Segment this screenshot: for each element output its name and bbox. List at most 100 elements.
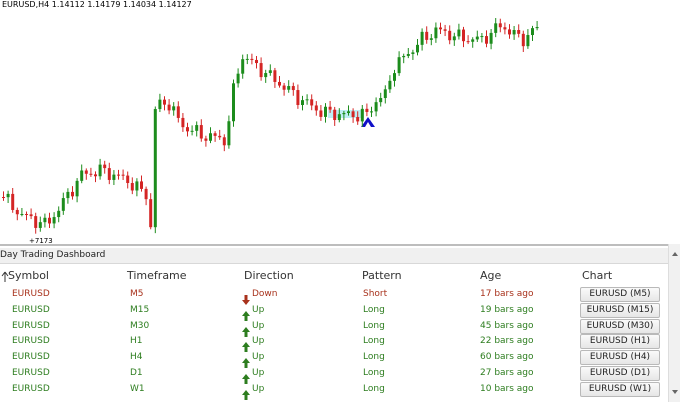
candle-body: [107, 168, 111, 180]
candle-body: [383, 89, 387, 99]
candle-body: [531, 28, 534, 36]
direction-icon: [242, 337, 250, 356]
direction-icon: [242, 306, 250, 325]
candle-body: [512, 30, 516, 35]
candle-body: [462, 29, 465, 42]
candle-body: [365, 108, 369, 112]
candle-body: [535, 27, 539, 29]
pattern: Short: [363, 289, 388, 299]
candle-body: [264, 73, 268, 78]
age: 27 bars ago: [480, 368, 534, 378]
candle-body: [393, 73, 396, 81]
candle-body: [296, 90, 300, 106]
candle-body: [89, 173, 93, 175]
scroll-arrows: [672, 252, 678, 394]
candle-body: [448, 30, 452, 41]
candle-body: [218, 135, 222, 138]
symbol: EURUSD: [12, 352, 50, 363]
column-header[interactable]: Symbol: [8, 269, 49, 282]
age: 19 bars ago: [480, 304, 534, 315]
age: 17 bars ago: [480, 289, 534, 299]
candle-body: [236, 73, 240, 84]
column-header[interactable]: Chart: [582, 269, 613, 282]
direction-icon: [242, 290, 250, 309]
candle-body: [388, 80, 392, 90]
symbol: EURUSD: [12, 336, 50, 347]
timeframe: H4: [130, 352, 143, 363]
price-chart: [2, 18, 539, 234]
timeframe: H1: [130, 336, 143, 347]
sort-icon: [1, 268, 9, 287]
chart-button[interactable]: EURUSD (D1): [580, 366, 660, 381]
candle-body: [209, 133, 212, 141]
candle-body: [420, 31, 424, 45]
candle-body: [508, 29, 511, 35]
dashboard-title: Day Trading Dashboard: [0, 248, 668, 264]
pattern: Long: [363, 336, 385, 347]
chart-button[interactable]: EURUSD (H4): [580, 350, 660, 366]
column-header[interactable]: Age: [480, 269, 502, 282]
candle-body: [84, 170, 88, 174]
candle-body: [176, 106, 180, 118]
pattern-highlight: [328, 110, 364, 118]
candle-body: [402, 55, 406, 58]
direction: Up: [252, 304, 265, 315]
symbol: EURUSD: [12, 320, 50, 331]
candle-body: [439, 27, 442, 30]
candle-body: [337, 114, 341, 121]
candle-body: [429, 38, 433, 40]
direction: Up: [252, 336, 265, 347]
chart-button[interactable]: EURUSD (H1): [580, 334, 660, 350]
age: 60 bars ago: [480, 352, 534, 363]
candle-body: [301, 100, 304, 106]
chart-button[interactable]: EURUSD (M15): [580, 302, 660, 318]
candle-body: [278, 81, 281, 86]
candle-body: [11, 193, 15, 210]
candle-body: [347, 111, 350, 114]
candle-body: [310, 99, 314, 106]
candle-body: [103, 164, 107, 169]
candle-body: [360, 108, 364, 122]
symbol: EURUSD: [12, 289, 50, 299]
candle-body: [232, 83, 235, 122]
column-header[interactable]: Direction: [244, 269, 294, 282]
pattern: Long: [363, 368, 385, 378]
direction-icon: [242, 353, 250, 372]
chart-button[interactable]: EURUSD (M30): [580, 318, 660, 334]
candle-body: [241, 59, 245, 74]
candle-body: [494, 23, 498, 33]
chart-button[interactable]: EURUSD (M5): [580, 287, 660, 302]
direction-icon: [242, 369, 250, 388]
pattern: Long: [363, 352, 385, 363]
candle-body: [356, 117, 360, 122]
direction: Up: [252, 383, 265, 394]
candle-body: [466, 41, 470, 43]
candle-body: [48, 217, 51, 224]
candle-body: [480, 36, 484, 38]
candle-body: [195, 125, 199, 131]
candle-body: [149, 199, 153, 228]
candle-body: [475, 36, 479, 40]
chart-header: EURUSD,H4 1.14112 1.14179 1.14034 1.1412…: [2, 0, 192, 9]
candle-body: [172, 106, 176, 111]
candle-body: [273, 70, 277, 82]
candle-body: [411, 52, 415, 55]
scrollbar[interactable]: [668, 244, 680, 402]
column-header[interactable]: Timeframe: [127, 269, 187, 282]
candle-body: [333, 109, 337, 121]
candle-body: [130, 183, 134, 191]
candle-body: [485, 36, 488, 44]
pattern: Long: [363, 320, 385, 331]
candle-body: [117, 174, 120, 176]
candle-body: [434, 27, 438, 39]
candle-body: [291, 86, 295, 91]
pattern: Long: [363, 383, 385, 394]
candle-body: [222, 137, 226, 146]
column-header[interactable]: Pattern: [362, 269, 402, 282]
candle-body: [452, 36, 456, 41]
chart-button[interactable]: EURUSD (W1): [580, 381, 660, 397]
timeframe: D1: [130, 368, 143, 378]
direction: Up: [252, 352, 265, 363]
candle-body: [121, 174, 125, 176]
candle-body: [71, 191, 74, 197]
